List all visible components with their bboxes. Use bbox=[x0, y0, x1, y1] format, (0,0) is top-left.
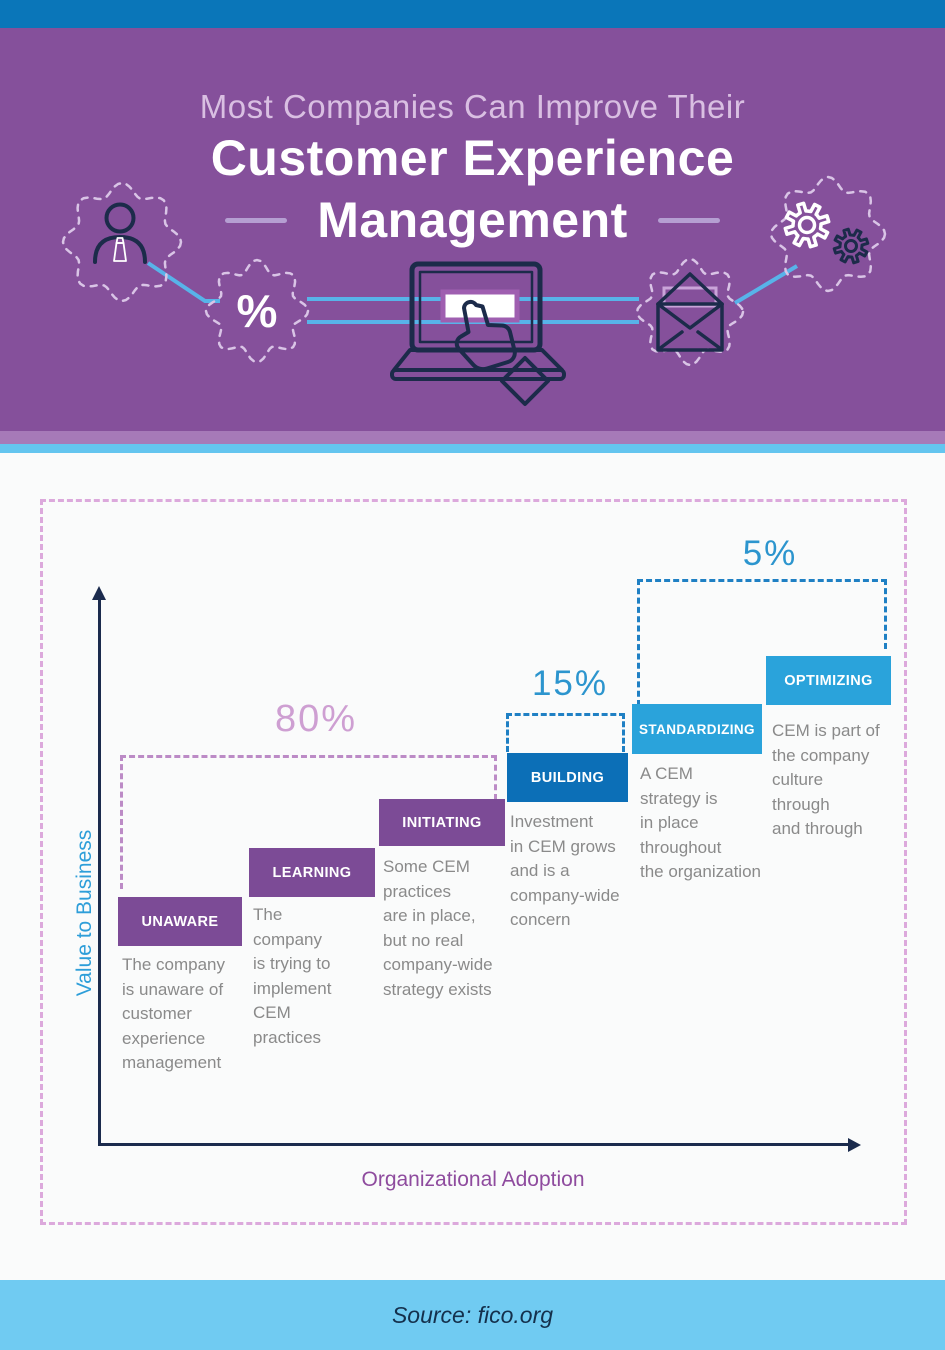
y-axis-line bbox=[98, 599, 101, 1145]
stage-label-building: BUILDING bbox=[530, 769, 605, 786]
region-15-dashed-outline bbox=[506, 713, 625, 752]
header-title-row2: Management bbox=[0, 191, 945, 249]
percent-label-5: 5% bbox=[742, 534, 798, 573]
header-title-line1: Customer Experience bbox=[210, 130, 735, 186]
percent-badge-icon: % bbox=[204, 258, 310, 364]
region-5-dashed-outline bbox=[637, 579, 887, 706]
hand-cuff bbox=[500, 356, 550, 406]
footer-bar: Source: fico.org bbox=[0, 1280, 945, 1350]
stage-label-initiating: INITIATING bbox=[402, 814, 482, 831]
person-icon bbox=[61, 181, 183, 303]
percent-label-80: 80% bbox=[274, 698, 358, 740]
stage-description-learning: The company is trying to implement CEM p… bbox=[253, 905, 332, 1047]
envelope-icon bbox=[635, 257, 745, 367]
y-axis-label: Value to Business bbox=[73, 829, 96, 997]
stage-description-unaware: The company is unaware of customer exper… bbox=[122, 955, 225, 1072]
laptop-touch-icon bbox=[390, 261, 566, 406]
stage-description-building: Investment in CEM grows and is a company… bbox=[510, 812, 620, 929]
region-5-dashed-right-edge bbox=[884, 579, 887, 649]
stage-box-optimizing: OPTIMIZING bbox=[766, 656, 891, 705]
stage-box-learning: LEARNING bbox=[249, 848, 375, 897]
percent-label-15: 15% bbox=[531, 664, 609, 703]
region-80-dashed-outline bbox=[120, 755, 497, 889]
header-kicker: Most Companies Can Improve Their bbox=[199, 88, 746, 125]
stage-box-building: BUILDING bbox=[507, 753, 628, 802]
top-accent-bar bbox=[0, 0, 945, 28]
percent-badge-text: % bbox=[237, 285, 278, 337]
chart-outer-dashed-border bbox=[40, 499, 907, 1225]
footer-source: Source: fico.org bbox=[391, 1301, 554, 1328]
stage-description-optimizing: CEM is part of the company culture throu… bbox=[772, 721, 880, 838]
stage-label-unaware: UNAWARE bbox=[141, 913, 219, 930]
stage-box-standardizing: STANDARDIZING bbox=[632, 704, 762, 754]
title-decorative-dash-right bbox=[657, 217, 720, 223]
pointer-hand bbox=[454, 299, 517, 372]
divider-band-purple bbox=[0, 431, 945, 444]
x-axis-label: Organizational Adoption bbox=[361, 1168, 585, 1191]
divider-band-blue bbox=[0, 444, 945, 453]
stage-description-initiating: Some CEM practices are in place, but no … bbox=[383, 857, 493, 999]
x-axis-line bbox=[98, 1143, 850, 1146]
stage-box-initiating: INITIATING bbox=[379, 799, 505, 846]
title-decorative-dash-left bbox=[225, 217, 288, 223]
stage-box-unaware: UNAWARE bbox=[118, 897, 242, 946]
y-axis-arrowhead bbox=[92, 586, 106, 600]
x-axis-arrowhead bbox=[848, 1138, 861, 1152]
header-title-line2: Management bbox=[317, 192, 628, 248]
gears-icon bbox=[769, 175, 887, 293]
region-80-dashed-right-edge bbox=[494, 755, 497, 800]
stage-label-optimizing: OPTIMIZING bbox=[784, 672, 873, 689]
stage-description-standardizing: A CEM strategy is in place throughout th… bbox=[640, 764, 761, 881]
stage-label-standardizing: STANDARDIZING bbox=[639, 721, 755, 737]
stage-label-learning: LEARNING bbox=[272, 864, 352, 881]
